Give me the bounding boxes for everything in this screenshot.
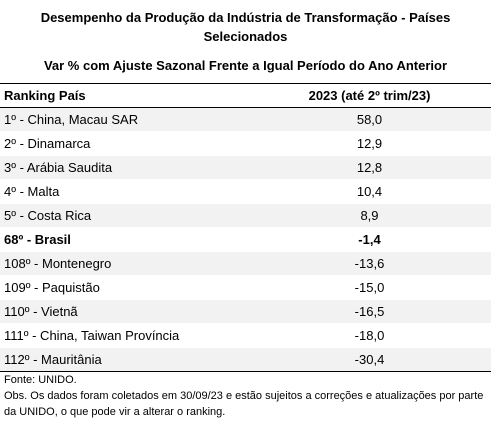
table-row: 3º - Arábia Saudita 12,8: [0, 155, 491, 180]
table-row: 68º - Brasil -1,4: [0, 228, 491, 252]
country-cell: 4º - Malta: [4, 184, 60, 199]
value-cell: -16,5: [354, 304, 385, 319]
subtitle: Var % com Ajuste Sazonal Frente a Igual …: [43, 58, 448, 73]
value-cell: -1,4: [358, 232, 381, 247]
table-row: 108º - Montenegro -13,6: [0, 251, 491, 276]
table-row: 112º - Mauritânia -30,4: [0, 347, 491, 372]
value-cell: 58,0: [356, 112, 383, 127]
table-row: 111º - China, Taiwan Província -18,0: [0, 324, 491, 348]
country-cell: 1º - China, Macau SAR: [4, 112, 139, 127]
column-header: 2023 (até 2º trim/23): [248, 83, 491, 108]
country-cell: 109º - Paquistão: [4, 280, 100, 295]
title: Desempenho da Produção da Indústria de T…: [40, 10, 451, 44]
country-cell: 5º - Costa Rica: [4, 208, 92, 223]
country-cell: 2º - Dinamarca: [4, 136, 91, 151]
table-row: 5º - Costa Rica 8,9: [0, 203, 491, 228]
note: Obs. Os dados foram coletados em 30/09/2…: [4, 390, 484, 418]
value-cell: 10,4: [356, 184, 383, 199]
country-cell: 68º - Brasil: [4, 232, 71, 247]
value-cell: -30,4: [354, 352, 385, 367]
table-row: 110º - Vietnã -16,5: [0, 299, 491, 324]
country-cell: 111º - China, Taiwan Província: [4, 328, 180, 343]
footer: Fonte: UNIDO. Obs. Os dados foram coleta…: [4, 372, 484, 420]
header-row: Ranking País 2023 (até 2º trim/23): [0, 83, 491, 108]
value-cell: -18,0: [354, 328, 385, 343]
table-row: 2º - Dinamarca 12,9: [0, 132, 491, 156]
table-row: 1º - China, Macau SAR 58,0: [0, 107, 491, 132]
ranking-table: Ranking País 2023 (até 2º trim/23) 1º - …: [0, 83, 491, 372]
column-header: Ranking País: [0, 83, 248, 108]
country-cell: 110º - Vietnã: [4, 304, 78, 319]
value-cell: 8,9: [360, 208, 379, 223]
value-cell: 12,9: [356, 136, 383, 151]
source: Fonte: UNIDO.: [4, 374, 77, 386]
country-cell: 112º - Mauritânia: [4, 352, 102, 367]
value-cell: 12,8: [356, 160, 383, 175]
country-cell: 108º - Montenegro: [4, 256, 112, 271]
country-cell: 3º - Arábia Saudita: [4, 160, 113, 175]
value-cell: -15,0: [354, 280, 385, 295]
table-row: 109º - Paquistão -15,0: [0, 276, 491, 300]
value-cell: -13,6: [354, 256, 385, 271]
table-row: 4º - Malta 10,4: [0, 180, 491, 204]
